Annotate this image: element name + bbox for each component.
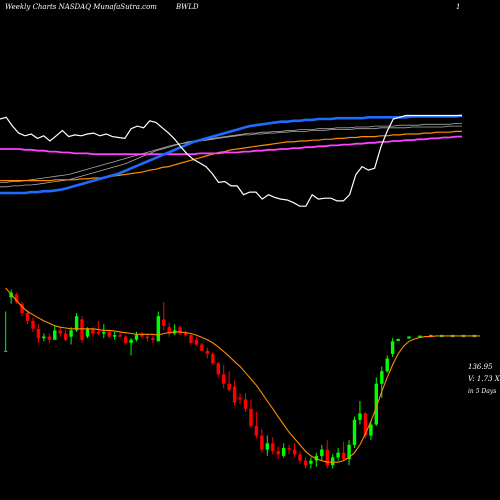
- candle-bull: [69, 330, 73, 337]
- candle-bull: [85, 328, 90, 337]
- candle-bear: [140, 333, 144, 337]
- candle-bear: [25, 313, 30, 321]
- candle-bear: [162, 319, 166, 326]
- candle-bear: [292, 449, 297, 455]
- indicator-line-magenta: [0, 135, 462, 156]
- candle-bear: [36, 328, 41, 339]
- candle-bear: [107, 331, 111, 337]
- candle-bear: [363, 413, 368, 436]
- candle-bull: [336, 452, 340, 458]
- candle-bull: [134, 335, 139, 340]
- candle-bull: [331, 457, 335, 466]
- candle-bull: [352, 419, 357, 445]
- chart-header-symbol: BWLD: [176, 3, 199, 11]
- indicator-line-blue: [0, 114, 463, 195]
- candle-bear: [211, 353, 215, 364]
- forecast-mark: [407, 336, 411, 339]
- candle-bull: [4, 350, 8, 352]
- candle-bear: [31, 320, 35, 329]
- candle-bear: [183, 333, 188, 336]
- forecast-mark: [396, 338, 400, 341]
- candle-bull: [102, 331, 106, 334]
- candle-bear: [271, 443, 275, 452]
- candle-bear: [200, 344, 204, 351]
- candle-bear: [167, 327, 171, 334]
- candle-bull: [156, 316, 160, 342]
- candle-bear: [254, 426, 259, 436]
- candle-bear: [58, 330, 62, 334]
- candle-bull: [53, 330, 57, 340]
- candle-bull: [281, 448, 286, 456]
- candle-bull: [309, 460, 313, 464]
- indicator-line-gray2: [0, 125, 462, 183]
- candle-bear: [14, 294, 19, 303]
- chart-header-number: 1: [456, 3, 461, 11]
- candle-bear: [232, 386, 237, 403]
- forecast-mark: [429, 334, 433, 338]
- candle-bear: [260, 435, 264, 450]
- candle-bear: [64, 333, 68, 340]
- candle-bear: [194, 339, 199, 345]
- candle-bear: [96, 331, 101, 334]
- indicator-line-orange: [0, 130, 462, 182]
- candle-bear: [341, 452, 346, 459]
- candle-bull: [265, 443, 269, 450]
- candle-bear: [276, 451, 280, 455]
- candle-bear: [178, 327, 182, 334]
- candle-bear: [205, 350, 210, 354]
- candle-bear: [91, 328, 95, 334]
- candle-bull: [390, 341, 395, 354]
- candle-bear: [243, 399, 248, 409]
- candle-bear: [303, 460, 308, 466]
- candle-bear: [145, 336, 150, 339]
- candle-bull: [374, 383, 378, 425]
- candle-bear: [298, 454, 302, 461]
- candle-bear: [189, 335, 193, 343]
- candle-bear: [325, 449, 329, 466]
- indicator-line-white: [0, 114, 462, 207]
- forecast-mark: [418, 335, 422, 338]
- candle-bull: [129, 339, 133, 343]
- candle-bull: [347, 444, 351, 459]
- candle-bear: [249, 408, 253, 427]
- candle-bear: [118, 335, 122, 337]
- volume-readout: V: 1.73 X: [468, 375, 500, 383]
- period-readout: in 5 Days: [468, 388, 497, 395]
- candle-bear: [238, 397, 242, 400]
- ema-line: [5, 287, 480, 463]
- candle-bull: [113, 335, 117, 337]
- candle-bull: [385, 358, 389, 372]
- indicator-line-gray1: [0, 123, 462, 188]
- candle-bear: [47, 336, 51, 340]
- candle-bear: [222, 374, 226, 384]
- candle-bull: [320, 449, 324, 456]
- candle-bear: [227, 383, 231, 390]
- candle-bull: [42, 336, 46, 339]
- candle-bull: [358, 413, 362, 420]
- candle-bear: [20, 303, 24, 314]
- candle-bull: [314, 455, 319, 461]
- candle-bear: [287, 448, 291, 450]
- candle-bear: [216, 363, 220, 375]
- candle-bear: [80, 319, 84, 340]
- candle-bull: [369, 424, 373, 436]
- chart-header-source: Weekly Charts NASDAQ MunafaSutra.com: [5, 3, 157, 11]
- candle-bull: [380, 371, 384, 384]
- candle-bear: [151, 338, 155, 340]
- price-readout: 136.95: [468, 363, 493, 371]
- candle-bull: [74, 316, 79, 331]
- candle-bear: [123, 336, 128, 343]
